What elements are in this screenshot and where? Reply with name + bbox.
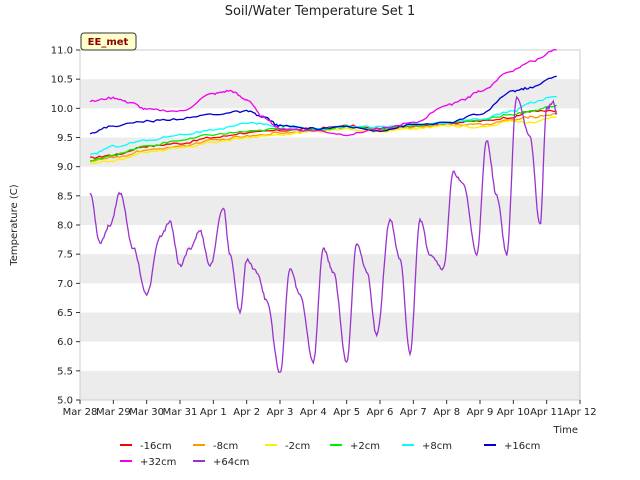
x-tick-label: Apr 11 (530, 407, 563, 418)
y-tick-label: 7.5 (57, 250, 73, 261)
y-tick-label: 8.5 (57, 191, 73, 202)
legend-label: -2cm (285, 441, 310, 452)
station-badge: EE_met (80, 32, 137, 51)
series-layer (89, 48, 558, 373)
y-tick-label: 11.0 (51, 46, 73, 57)
series-line (89, 75, 557, 135)
grid-band (80, 254, 580, 284)
y-axis-label: Temperature (C) (9, 184, 20, 266)
grid-bands (80, 79, 580, 400)
station-badge-label: EE_met (88, 37, 129, 48)
grid-band (80, 79, 580, 109)
y-tick-label: 10.0 (51, 104, 73, 115)
y-tick-label: 9.5 (57, 133, 73, 144)
legend-label: +2cm (350, 441, 380, 452)
x-tick-label: Apr 4 (300, 407, 327, 418)
legend: -16cm -8cm -2cm +2cm +8cm +16cm +32cm +64cm (120, 441, 540, 468)
y-tick-label: 10.5 (51, 75, 73, 86)
x-tick-label: Mar 31 (163, 407, 198, 418)
y-tick-label: 6.0 (57, 337, 73, 348)
x-tick-label: Mar 29 (96, 407, 131, 418)
series-line (89, 96, 557, 156)
y-tick-label: 5.0 (57, 396, 73, 407)
x-axis-label: Time (553, 425, 578, 436)
y-tick-label: 9.0 (57, 162, 73, 173)
series-line (89, 104, 557, 162)
y-tick-label: 7.0 (57, 279, 73, 290)
x-tick-label: Mar 30 (129, 407, 164, 418)
x-tick-label: Apr 3 (267, 407, 294, 418)
legend-label: +8cm (422, 441, 452, 452)
series-line (89, 48, 557, 137)
x-tick-label: Apr 6 (367, 407, 394, 418)
x-tick-label: Mar 28 (63, 407, 98, 418)
y-tick-label: 5.5 (57, 366, 73, 377)
legend-label: +16cm (504, 441, 540, 452)
grid-band (80, 312, 580, 342)
chart-title: Soil/Water Temperature Set 1 (225, 4, 416, 19)
series-line (89, 112, 557, 163)
legend-label: +32cm (140, 457, 176, 468)
legend-label: -16cm (140, 441, 172, 452)
x-tick-label: Apr 1 (200, 407, 227, 418)
grid-band (80, 370, 580, 400)
x-tick-label: Apr 10 (497, 407, 530, 418)
x-tick-label: Apr 2 (233, 407, 260, 418)
legend-label: +64cm (213, 457, 249, 468)
legend-label: -8cm (213, 441, 238, 452)
grid-band (80, 195, 580, 225)
series-line (89, 116, 557, 165)
y-tick-label: 8.0 (57, 221, 73, 232)
x-tick-label: Apr 5 (333, 407, 360, 418)
series-line (89, 95, 558, 373)
y-tick-label: 6.5 (57, 308, 73, 319)
x-tick-label: Apr 12 (563, 407, 596, 418)
x-tick-label: Apr 7 (400, 407, 427, 418)
y-axis-ticks: 5.0 5.5 6.0 6.5 7.0 7.5 8.0 8.5 9.0 9.5 10.0 10.5 11… (51, 46, 80, 407)
grid-band (80, 137, 580, 167)
x-tick-label: Apr 8 (433, 407, 460, 418)
x-tick-label: Apr 9 (467, 407, 494, 418)
